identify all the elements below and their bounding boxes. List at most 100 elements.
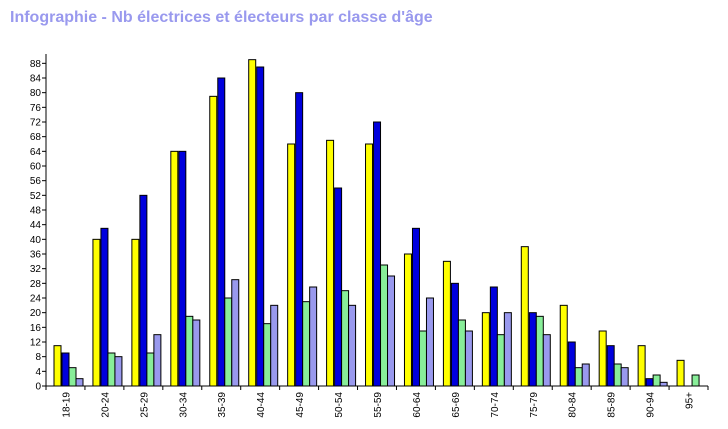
x-tick-label: 90-94 [646, 392, 657, 418]
axes-layer: 0481216202428323640444852566064687276808… [30, 54, 709, 418]
chart-title: Infographie - Nb électrices et électeurs… [10, 9, 433, 26]
y-tick-label: 64 [30, 147, 42, 158]
bar-80-84-series-1 [559, 304, 568, 387]
bar-30-34-series-2 [178, 150, 187, 387]
bar-80-84-series-2 [567, 341, 576, 387]
bar-55-59-series-4 [387, 275, 396, 387]
x-tick-label: 95+ [685, 392, 696, 409]
bar-90-94-series-2 [645, 378, 654, 387]
x-tick-label: 40-44 [256, 392, 267, 418]
x-tick-label: 18-19 [61, 392, 72, 418]
bar-50-54-series-4 [348, 304, 357, 387]
bar-70-74-series-1 [481, 312, 490, 387]
bar-30-34-series-3 [185, 315, 194, 387]
y-tick-label: 28 [30, 279, 42, 290]
bar-20-24-series-3 [107, 352, 116, 387]
bar-70-74-series-2 [489, 286, 498, 387]
y-tick-label: 76 [30, 103, 42, 114]
y-tick-label: 12 [30, 338, 42, 349]
bar-40-44-series-3 [263, 323, 272, 387]
bar-85-89-series-1 [598, 330, 607, 387]
bar-18-19-series-3 [68, 367, 77, 387]
y-tick-label: 84 [30, 74, 42, 85]
y-tick-label: 40 [30, 235, 42, 246]
bar-25-29-series-1 [131, 238, 140, 387]
x-tick-label: 25-29 [139, 392, 150, 418]
bar-35-39-series-2 [217, 77, 226, 387]
x-tick-label: 35-39 [217, 392, 228, 418]
y-tick-label: 88 [30, 59, 42, 70]
bar-65-69-series-4 [464, 330, 473, 387]
bar-90-94-series-4 [659, 381, 668, 387]
y-tick-label: 44 [30, 220, 42, 231]
x-tick-label: 30-34 [178, 392, 189, 418]
bar-18-19-series-2 [61, 352, 70, 387]
bar-65-69-series-2 [450, 282, 459, 387]
bar-75-79-series-3 [535, 315, 544, 387]
bar-40-44-series-4 [270, 304, 279, 387]
x-tick-label: 50-54 [334, 392, 345, 418]
bar-65-69-series-3 [457, 319, 466, 387]
x-tick-label: 55-59 [373, 392, 384, 418]
bar-35-39-series-4 [231, 279, 240, 387]
bar-25-29-series-3 [146, 352, 155, 387]
x-tick-label: 70-74 [490, 392, 501, 418]
bar-30-34-series-1 [170, 150, 179, 387]
y-tick-label: 36 [30, 250, 42, 261]
bar-30-34-series-4 [192, 319, 201, 387]
bar-35-39-series-1 [209, 95, 218, 387]
bar-25-29-series-4 [153, 334, 162, 387]
y-tick-label: 32 [30, 264, 42, 275]
bar-55-59-series-2 [373, 121, 382, 387]
bar-75-79-series-2 [528, 312, 537, 387]
y-tick-label: 68 [30, 132, 42, 143]
y-tick-label: 24 [30, 294, 42, 305]
bar-25-29-series-2 [139, 194, 148, 387]
bar-80-84-series-3 [574, 367, 583, 387]
bar-50-54-series-2 [334, 187, 343, 387]
y-tick-label: 16 [30, 323, 42, 334]
bar-55-59-series-3 [380, 264, 389, 387]
bar-95+-series-1 [676, 359, 685, 387]
bar-60-64-series-4 [425, 297, 434, 387]
bar-20-24-series-2 [100, 227, 109, 387]
bar-45-49-series-3 [302, 301, 311, 387]
bar-60-64-series-2 [411, 227, 420, 387]
bar-70-74-series-4 [503, 312, 512, 387]
bar-20-24-series-1 [92, 238, 101, 387]
bar-45-49-series-1 [287, 143, 296, 387]
bar-95+-series-3 [691, 374, 700, 387]
bar-80-84-series-4 [581, 363, 590, 387]
bar-70-74-series-3 [496, 334, 505, 387]
bar-18-19-series-1 [53, 345, 62, 387]
y-tick-label: 48 [30, 206, 42, 217]
y-tick-label: 72 [30, 118, 42, 129]
x-tick-label: 85-89 [607, 392, 618, 418]
y-tick-label: 52 [30, 191, 42, 202]
bar-50-54-series-1 [326, 139, 335, 387]
bar-50-54-series-3 [341, 290, 350, 387]
x-tick-label: 80-84 [568, 392, 579, 418]
x-tick-label: 60-64 [412, 392, 423, 418]
bars-layer [53, 59, 700, 387]
bar-65-69-series-1 [442, 260, 451, 387]
bar-20-24-series-4 [114, 356, 123, 387]
bar-85-89-series-2 [606, 345, 615, 387]
bar-75-79-series-4 [542, 334, 551, 387]
bar-90-94-series-1 [637, 345, 646, 387]
bar-55-59-series-1 [365, 143, 374, 387]
bar-45-49-series-2 [295, 92, 304, 387]
x-tick-label: 45-49 [295, 392, 306, 418]
bar-35-39-series-3 [224, 297, 233, 387]
y-tick-label: 80 [30, 88, 42, 99]
y-tick-label: 8 [35, 352, 41, 363]
bar-75-79-series-1 [520, 246, 529, 387]
bar-40-44-series-2 [256, 66, 265, 387]
y-tick-label: 56 [30, 176, 42, 187]
x-tick-label: 75-79 [529, 392, 540, 418]
bar-40-44-series-1 [248, 59, 257, 387]
y-tick-label: 4 [35, 367, 41, 378]
x-tick-label: 65-69 [451, 392, 462, 418]
bar-60-64-series-1 [403, 253, 412, 387]
bar-18-19-series-4 [75, 378, 84, 387]
